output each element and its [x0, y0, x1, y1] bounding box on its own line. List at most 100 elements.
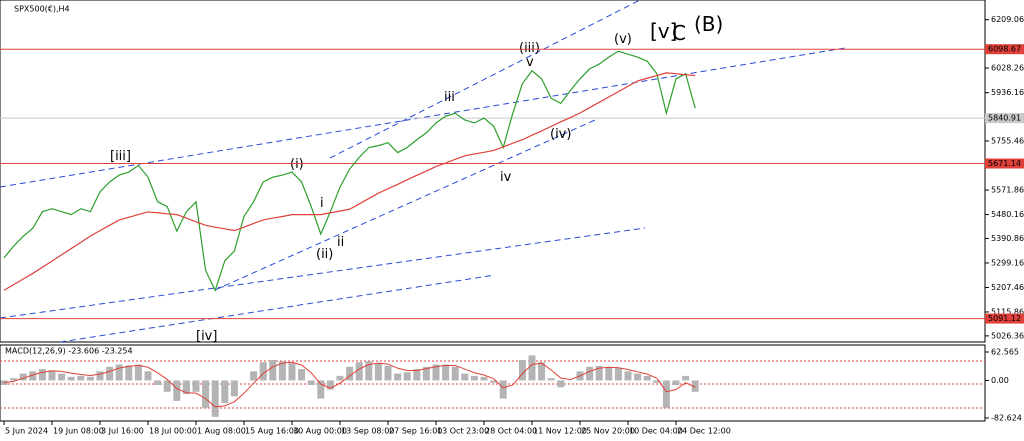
x-tick-label: 18 Jul 00:00 [149, 427, 197, 436]
chart-title: SPX500(€),H4 [14, 5, 70, 14]
y-tick-label: 5115.86 [991, 307, 1024, 316]
macd-bar [403, 372, 411, 381]
y-tick-label: 6209.06 [991, 15, 1024, 24]
macd-bar [96, 371, 104, 381]
macd-bar [173, 380, 181, 401]
macd-bar [278, 361, 286, 381]
macd-bar [595, 365, 603, 381]
wave-label: (B) [694, 12, 723, 36]
macd-bar [144, 371, 152, 381]
wave-label: (iii) [519, 41, 540, 56]
y-tick-label: 6028.26 [991, 64, 1024, 73]
trend-line [329, 0, 641, 159]
macd-bar [557, 380, 565, 388]
macd-bar [202, 380, 210, 408]
macd-bar [547, 378, 555, 381]
macd-bar [106, 366, 114, 381]
y-tick-label: 5026.36 [991, 331, 1024, 340]
level-label: 5671.14 [988, 159, 1021, 168]
macd-bar [326, 380, 334, 390]
macd-bar [461, 373, 469, 381]
macd-bar [269, 359, 277, 381]
x-tick-label: 13 Oct 23:00 [437, 427, 489, 436]
macd-bar [586, 366, 594, 381]
macd-bar [115, 364, 123, 381]
macd-bar [336, 375, 344, 381]
x-tick-label: 11 Nov 12:00 [533, 427, 587, 436]
macd-bar [10, 378, 18, 381]
macd-bar [288, 363, 296, 381]
macd-bar [125, 365, 133, 381]
macd-bar [662, 380, 670, 408]
macd-bar [518, 359, 526, 381]
wave-label: ii [337, 235, 344, 250]
y-tick-label: -82.624 [991, 414, 1022, 423]
y-tick-label: 0.00 [991, 376, 1009, 385]
macd-bar [605, 366, 613, 381]
macd-bar [58, 373, 66, 381]
macd-bar [307, 380, 315, 385]
y-tick-label: 5755.46 [991, 136, 1024, 145]
trend-line [214, 119, 596, 291]
series-line [3, 72, 696, 291]
macd-bar [355, 362, 363, 381]
y-tick-label: 5480.16 [991, 210, 1024, 219]
y-tick-label: 5571.86 [991, 186, 1024, 195]
macd-bar [672, 380, 680, 385]
signal-line [3, 361, 696, 408]
wave-label: (i) [290, 157, 304, 172]
y-tick-label: 5207.46 [991, 283, 1024, 292]
macd-bar [451, 366, 459, 381]
macd-bar [182, 380, 190, 395]
macd-bar [154, 380, 162, 385]
level-box [985, 158, 1024, 169]
wave-label: v [526, 55, 534, 70]
x-tick-label: 27 Sep 16:00 [389, 427, 442, 436]
y-tick-label: 5299.16 [991, 258, 1024, 267]
macd-bar [682, 375, 690, 381]
y-tick-label: 5936.16 [991, 88, 1024, 97]
macd-bar [480, 376, 488, 381]
x-tick-label: 24 Dec 12:00 [677, 427, 731, 436]
macd-bar [413, 369, 421, 381]
wave-label: [iii] [110, 149, 131, 164]
x-tick-label: 28 Oct 04:00 [485, 427, 537, 436]
macd-bar [643, 375, 651, 381]
macd-panel [0, 344, 986, 422]
x-tick-label: 30 Aug 00:00 [293, 427, 347, 436]
level-label: 5091.12 [988, 314, 1021, 323]
macd-bar [346, 366, 354, 381]
macd-bar [211, 380, 219, 417]
wave-label: (iv) [550, 127, 571, 142]
macd-bar [365, 361, 373, 381]
wave-label: iv [500, 170, 512, 185]
x-tick-label: 19 Jun 08:00 [53, 427, 104, 436]
macd-bar [374, 363, 382, 381]
macd-bar [134, 364, 142, 381]
macd-bar [77, 375, 85, 381]
y-tick-label: 62.565 [991, 348, 1019, 357]
macd-bar [442, 364, 450, 381]
macd-bar [384, 365, 392, 381]
macd-bar [470, 375, 478, 381]
level-label: 5840.91 [988, 114, 1021, 123]
wave-label: (ii) [316, 247, 333, 262]
level-box [985, 113, 1024, 124]
macd-bar [634, 373, 642, 381]
trend-line [0, 227, 646, 319]
macd-bar [48, 370, 56, 381]
wave-label: i [320, 196, 324, 211]
wave-label: [iv] [196, 329, 217, 344]
macd-bar [19, 373, 27, 381]
x-tick-label: 1 Aug 08:00 [197, 427, 246, 436]
macd-title: MACD(12,26,9) -23.606 -23.254 [5, 347, 133, 356]
macd-bar [691, 380, 699, 392]
series-line [3, 50, 696, 292]
macd-bar [422, 366, 430, 381]
macd-bar [38, 369, 46, 381]
trend-line [59, 274, 496, 343]
macd-bar [614, 367, 622, 381]
macd-bar [259, 362, 267, 381]
trend-line [0, 47, 846, 188]
